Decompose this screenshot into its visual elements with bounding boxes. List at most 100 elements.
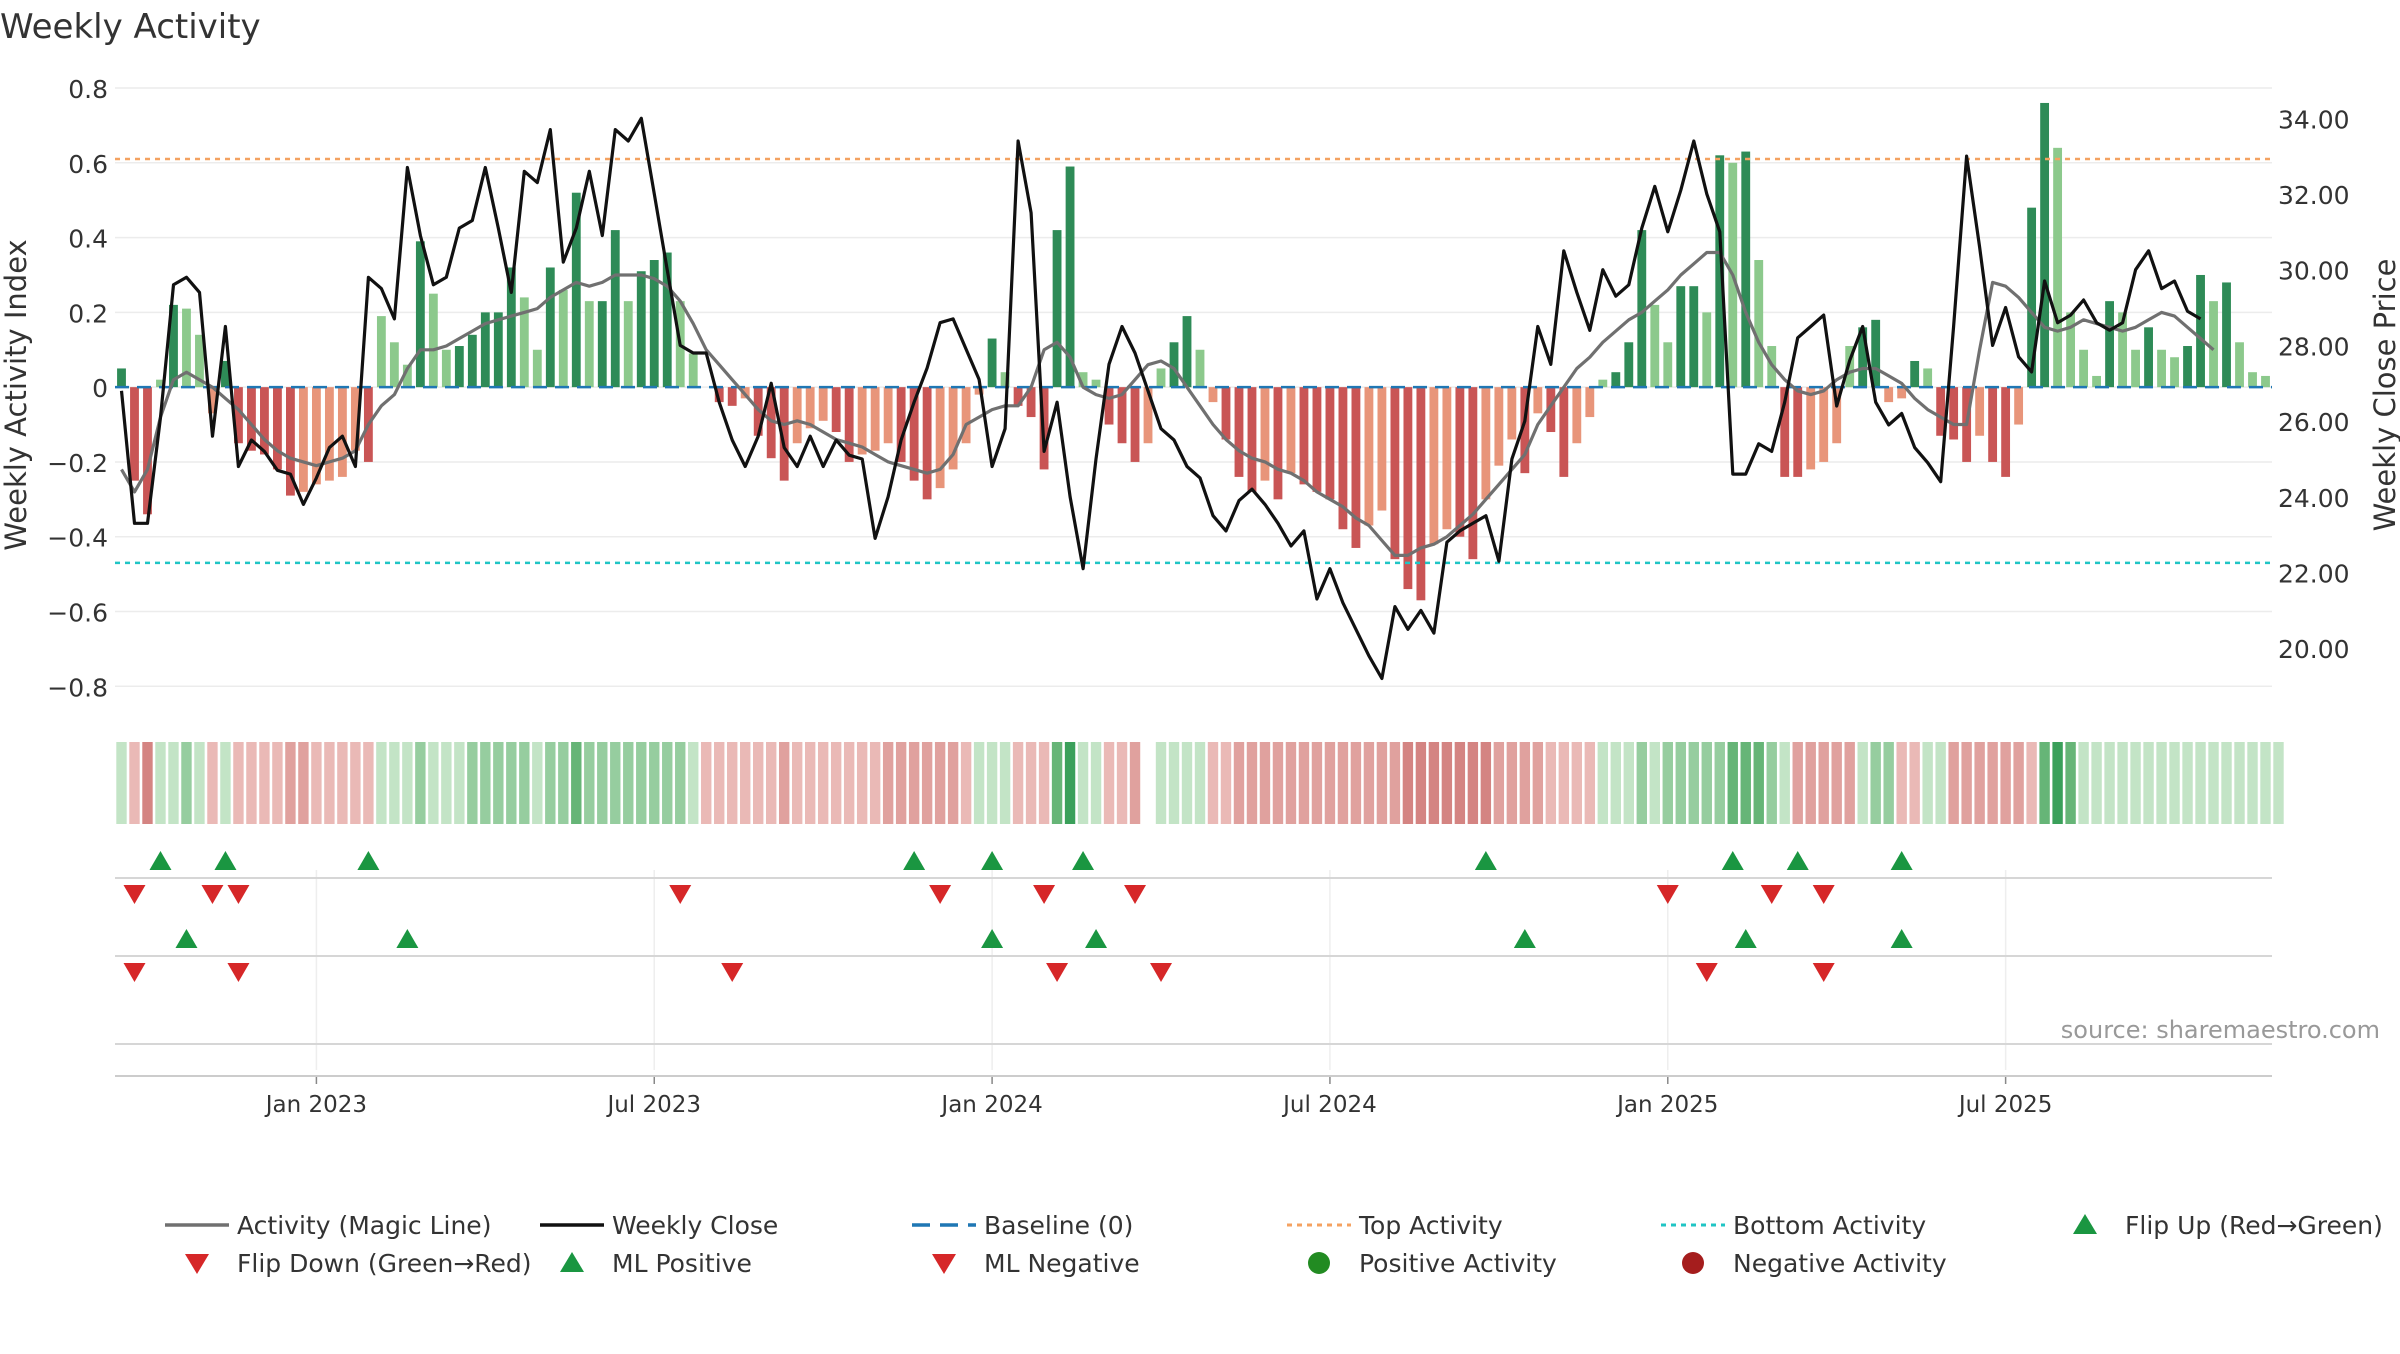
activity-bar bbox=[182, 308, 191, 388]
y-axis-label: Weekly Activity Index bbox=[0, 239, 33, 550]
y-tick-label: −0.2 bbox=[47, 449, 108, 478]
activity-bar bbox=[649, 260, 659, 388]
band-cell bbox=[856, 742, 868, 824]
flip-up-marker bbox=[357, 851, 380, 870]
ml-positive-marker bbox=[175, 929, 198, 948]
band-cell bbox=[740, 742, 751, 824]
y-tick-label: 0.2 bbox=[68, 299, 108, 328]
y-tick-label: 0 bbox=[92, 374, 108, 403]
activity-bar bbox=[558, 289, 568, 388]
reference-lines bbox=[115, 157, 2272, 565]
activity-bar bbox=[1741, 151, 1751, 388]
activity-bar bbox=[1793, 387, 1803, 477]
band-cell bbox=[1259, 742, 1271, 824]
activity-bar bbox=[1585, 387, 1595, 418]
flip-down-marker bbox=[1033, 885, 1056, 904]
activity-bar bbox=[1871, 319, 1881, 388]
band-cell bbox=[623, 742, 634, 824]
activity-bar bbox=[532, 349, 542, 388]
activity-bar bbox=[2196, 274, 2205, 388]
band-cell bbox=[1779, 742, 1790, 824]
band-cell bbox=[999, 742, 1011, 824]
band-cell bbox=[272, 742, 283, 824]
activity-bar bbox=[1702, 312, 1712, 388]
band-cell bbox=[298, 742, 309, 824]
band-cell bbox=[2221, 742, 2232, 824]
band-cell bbox=[155, 742, 166, 824]
ml-positive-marker bbox=[1734, 929, 1757, 948]
band-cell bbox=[1701, 742, 1712, 824]
activity-bar bbox=[1312, 387, 1322, 492]
activity-bar bbox=[1689, 286, 1699, 388]
band-cell bbox=[1454, 742, 1466, 824]
band-cell bbox=[597, 742, 608, 824]
activity-bar bbox=[389, 342, 399, 388]
band-cell bbox=[1441, 742, 1453, 824]
activity-bar bbox=[857, 387, 867, 455]
y-axis-left: 0.8 0.6 0.4 0.2 0 −0.2 −0.4 −0.6 −0.8 bbox=[47, 75, 108, 702]
band-cell bbox=[1948, 742, 1959, 824]
activity-bar bbox=[2040, 102, 2050, 388]
activity-bar bbox=[2118, 312, 2127, 388]
signal-markers bbox=[115, 851, 2272, 1045]
band-cell bbox=[2117, 742, 2128, 824]
ml-negative-marker bbox=[721, 963, 744, 982]
band-cell bbox=[1636, 742, 1647, 824]
band-cell bbox=[1220, 742, 1232, 824]
activity-bar bbox=[467, 334, 477, 388]
activity-bar bbox=[324, 387, 334, 481]
band-cell bbox=[1181, 742, 1193, 824]
band-cell bbox=[571, 742, 582, 824]
ml-negative-marker bbox=[1812, 963, 1835, 982]
band-cell bbox=[1350, 742, 1362, 824]
activity-bar bbox=[1377, 387, 1387, 511]
activity-bar bbox=[519, 297, 529, 388]
legend-swatch bbox=[1308, 1252, 1330, 1274]
band-cell bbox=[480, 742, 491, 824]
legend-item: Baseline (0) bbox=[912, 1211, 1133, 1240]
activity-bar bbox=[1845, 346, 1855, 388]
activity-bar bbox=[337, 387, 347, 477]
legend-label: Positive Activity bbox=[1359, 1249, 1557, 1278]
flip-down-marker bbox=[929, 885, 952, 904]
flip-down-marker bbox=[227, 885, 250, 904]
band-cell bbox=[1194, 742, 1206, 824]
activity-bar bbox=[1000, 372, 1010, 388]
activity-bar bbox=[2248, 372, 2257, 388]
activity-bar bbox=[870, 387, 880, 451]
x-tick-label: Jul 2023 bbox=[605, 1092, 701, 1118]
activity-bar bbox=[1273, 387, 1283, 500]
band-cell bbox=[688, 742, 699, 824]
legend-item: ML Positive bbox=[560, 1249, 752, 1278]
activity-bar bbox=[2261, 375, 2270, 388]
legend-label: Negative Activity bbox=[1733, 1249, 1947, 1278]
band-cell bbox=[1376, 742, 1388, 824]
flip-down-marker bbox=[1812, 885, 1835, 904]
band-cell bbox=[1337, 742, 1349, 824]
activity-bar bbox=[454, 346, 464, 388]
band-cell bbox=[415, 742, 426, 824]
band-cell bbox=[441, 742, 452, 824]
activity-bar bbox=[1442, 387, 1452, 530]
band-cell bbox=[947, 742, 959, 824]
band-cell bbox=[1805, 742, 1816, 824]
activity-bar bbox=[1546, 387, 1556, 433]
band-cell bbox=[2169, 742, 2180, 824]
legend-item: Negative Activity bbox=[1682, 1249, 1947, 1278]
activity-bar bbox=[2131, 349, 2140, 388]
band-cell bbox=[1285, 742, 1297, 824]
activity-bar bbox=[1013, 387, 1023, 406]
activity-bar bbox=[1637, 230, 1647, 388]
band-cell bbox=[714, 742, 725, 824]
activity-bar bbox=[2222, 282, 2231, 388]
ml-positive-marker bbox=[1890, 929, 1913, 948]
activity-bar bbox=[727, 387, 737, 406]
activity-bars bbox=[117, 102, 2270, 601]
band-cell bbox=[2026, 742, 2037, 824]
activity-bar bbox=[2066, 312, 2076, 388]
activity-bar bbox=[974, 387, 984, 395]
band-cell bbox=[545, 742, 556, 824]
band-cell bbox=[843, 742, 855, 824]
band-cell bbox=[1038, 742, 1050, 824]
y2-tick-label: 34.00 bbox=[2278, 105, 2350, 134]
